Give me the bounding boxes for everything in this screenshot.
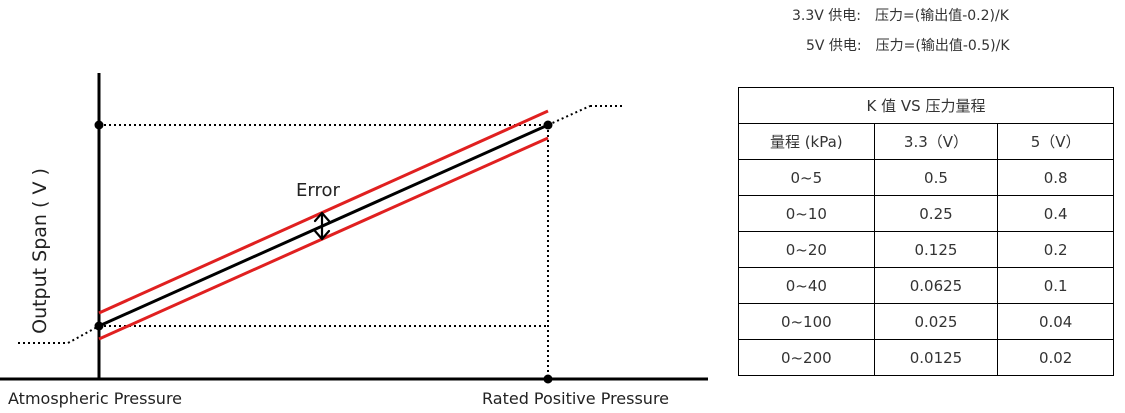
table-row: 0~20 0.125 0.2 (738, 231, 1114, 268)
lead-out-dotted-slope (547, 105, 591, 126)
header-3v3: 3.3（V） (873, 123, 999, 160)
table-cell-range: 0~10 (738, 195, 875, 232)
table-cell-k-3v3: 0.0625 (873, 267, 999, 304)
formula-3v3: 3.3V 供电: 压力=(输出值-0.2)/K (792, 5, 1009, 25)
table-title-row: K 值 VS 压力量程 (738, 87, 1114, 124)
table-row: 0~100 0.025 0.04 (738, 303, 1114, 340)
table-cell-k-3v3: 0.0125 (873, 339, 999, 376)
header-range: 量程 (kPa) (738, 123, 875, 160)
table-cell-k-3v3: 0.125 (873, 231, 999, 268)
table-title: K 值 VS 压力量程 (738, 87, 1114, 124)
zero-output-point (94, 321, 104, 331)
table-cell-k-3v3: 0.5 (873, 159, 999, 196)
table-header-row: 量程 (kPa) 3.3（V） 5（V） (738, 123, 1114, 160)
table-row: 0~40 0.0625 0.1 (738, 267, 1114, 304)
table-cell-k-5v: 0.8 (997, 159, 1114, 196)
full-scale-output-point (543, 120, 553, 130)
error-label: Error (296, 180, 340, 201)
formula-5v-expression: 压力=(输出值-0.5)/K (875, 38, 1010, 54)
table-cell-k-5v: 0.04 (997, 303, 1114, 340)
table-cell-range: 0~5 (738, 159, 875, 196)
table-cell-k-5v: 0.4 (997, 195, 1114, 232)
atmospheric-pressure-label: Atmospheric Pressure (8, 389, 182, 408)
table-cell-range: 0~20 (738, 231, 875, 268)
rated-pressure-point (543, 374, 553, 384)
table-row: 0~5 0.5 0.8 (738, 159, 1114, 196)
table-cell-k-3v3: 0.25 (873, 195, 999, 232)
y-axis-label: Output Span ( V ) (29, 168, 51, 334)
full-scale-y-point (94, 120, 104, 130)
table-cell-range: 0~40 (738, 267, 875, 304)
formula-3v3-supply: 3.3V 供电: (792, 8, 862, 24)
error-band-upper-line (98, 109, 549, 315)
formula-5v-supply: 5V 供电: (806, 38, 862, 54)
table-cell-k-5v: 0.2 (997, 231, 1114, 268)
table-cell-k-3v3: 0.025 (873, 303, 999, 340)
error-double-arrow (313, 211, 331, 241)
formula-3v3-expression: 压力=(输出值-0.2)/K (875, 8, 1009, 24)
k-value-table: K 值 VS 压力量程 量程 (kPa) 3.3（V） 5（V） 0~5 0.5… (738, 87, 1114, 376)
table-cell-range: 0~200 (738, 339, 875, 376)
header-5v: 5（V） (997, 123, 1114, 160)
lead-in-dotted-slope (67, 325, 100, 344)
formula-5v: 5V 供电: 压力=(输出值-0.5)/K (806, 35, 1010, 55)
rated-positive-pressure-label: Rated Positive Pressure (482, 389, 669, 408)
table-cell-range: 0~100 (738, 303, 875, 340)
table-row: 0~10 0.25 0.4 (738, 195, 1114, 232)
table-cell-k-5v: 0.02 (997, 339, 1114, 376)
transfer-line (98, 123, 549, 328)
table-row: 0~200 0.0125 0.02 (738, 339, 1114, 376)
table-cell-k-5v: 0.1 (997, 267, 1114, 304)
